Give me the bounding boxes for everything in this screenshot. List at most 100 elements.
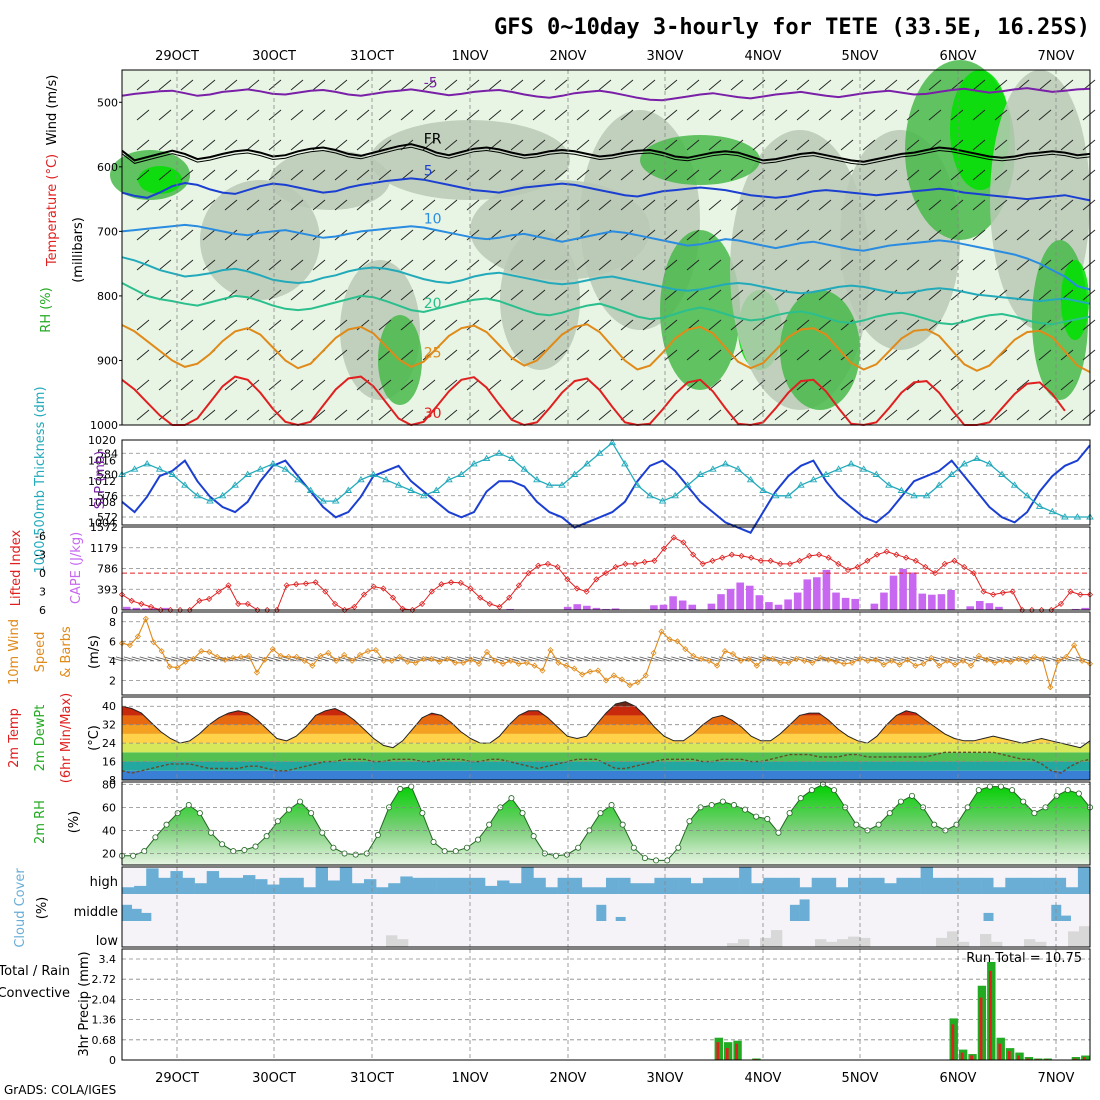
cape-bar bbox=[985, 603, 994, 610]
precip-rain-bar bbox=[1076, 1057, 1079, 1060]
ylabel-slp: SLP (mb) bbox=[93, 451, 108, 510]
wind-barb bbox=[796, 379, 810, 391]
li-point bbox=[351, 603, 358, 610]
wind-barb bbox=[268, 139, 282, 151]
wind-barb bbox=[664, 229, 678, 241]
wind-barb bbox=[950, 169, 964, 181]
cloud-label-high: high bbox=[90, 875, 118, 890]
wind-barb bbox=[1038, 319, 1052, 331]
ytick-rh-20: 20 bbox=[102, 847, 116, 860]
precip-rain-bar bbox=[756, 1058, 760, 1060]
wind-point bbox=[920, 660, 927, 667]
wind-point bbox=[840, 660, 848, 667]
precip-rain-bar bbox=[1010, 1049, 1013, 1060]
precip-rain-bar bbox=[991, 964, 995, 1060]
wind-point bbox=[285, 653, 292, 660]
rh-point bbox=[486, 821, 493, 828]
thickness-point bbox=[746, 475, 755, 483]
thickness-point bbox=[1023, 491, 1031, 499]
wind-barb bbox=[356, 199, 370, 211]
thickness-point bbox=[1048, 507, 1057, 515]
wind-barb bbox=[1016, 379, 1030, 391]
li-point bbox=[399, 605, 406, 612]
cloud-bar-high bbox=[666, 877, 679, 894]
li-point bbox=[796, 557, 803, 564]
wind-barb bbox=[136, 409, 150, 421]
li-point bbox=[999, 589, 1006, 596]
thickness-point bbox=[633, 481, 642, 488]
li-point bbox=[883, 548, 890, 555]
wind-barb bbox=[906, 109, 920, 121]
wind-barb bbox=[290, 229, 304, 241]
thickness-point bbox=[809, 475, 818, 483]
wind-barb bbox=[246, 169, 260, 181]
wind-barb bbox=[268, 199, 282, 211]
wind-barb bbox=[928, 349, 942, 361]
rh-point bbox=[263, 833, 270, 840]
rh-point bbox=[875, 821, 882, 828]
wind-barb bbox=[730, 79, 744, 91]
wind-barb bbox=[158, 319, 172, 331]
wind-barb bbox=[972, 409, 986, 421]
wind-point bbox=[983, 656, 990, 663]
precip-convective-bar bbox=[960, 1052, 966, 1060]
rh-region-8 bbox=[660, 230, 740, 390]
precip-convective-bar bbox=[716, 1042, 722, 1060]
li-point bbox=[670, 534, 677, 541]
cape-bar bbox=[937, 594, 946, 610]
rh-point bbox=[808, 787, 815, 794]
cloud-bar-low bbox=[859, 937, 871, 947]
rh-point bbox=[441, 848, 448, 855]
cloud-bar-high bbox=[884, 883, 897, 894]
wind-barb bbox=[356, 319, 370, 331]
isotherm-10 bbox=[121, 223, 1091, 291]
wind-barb bbox=[290, 289, 304, 301]
wind-point bbox=[1047, 684, 1054, 691]
wind-barb bbox=[488, 289, 502, 301]
rh-point bbox=[753, 813, 760, 820]
cloud-bar-low bbox=[1079, 926, 1091, 947]
li-point bbox=[322, 588, 329, 595]
rh-point bbox=[708, 802, 715, 809]
cloud-bar-middle bbox=[1060, 915, 1071, 921]
cloud-bar-high bbox=[472, 877, 486, 894]
rh-point bbox=[208, 829, 215, 836]
wind-barb bbox=[136, 169, 150, 181]
rh-point bbox=[430, 838, 437, 845]
cloud-bar-high bbox=[944, 877, 958, 894]
wind-barb bbox=[510, 109, 524, 121]
thickness-point bbox=[445, 475, 453, 483]
li-point bbox=[806, 552, 813, 559]
surface-wind-barb bbox=[568, 656, 583, 662]
bottom-date-2NOV: 2NOV bbox=[550, 1071, 587, 1086]
thickness-point bbox=[231, 481, 239, 488]
ytick-pressure-900: 900 bbox=[97, 354, 118, 367]
wind-barb bbox=[1016, 409, 1030, 421]
thickness-point bbox=[457, 470, 466, 477]
cloud-bar-high bbox=[170, 871, 183, 894]
bottom-date-1NOV: 1NOV bbox=[452, 1071, 489, 1086]
surface-wind-barb bbox=[226, 656, 242, 662]
wind-barb bbox=[686, 379, 700, 391]
cape-bar bbox=[975, 601, 984, 610]
cloud-bar-high bbox=[255, 879, 268, 894]
wind-point bbox=[793, 655, 800, 662]
frame-upper-air bbox=[121, 69, 1091, 426]
cloud-bar-low bbox=[826, 941, 838, 947]
li-point bbox=[283, 582, 290, 589]
ytick-pressure-800: 800 bbox=[97, 290, 118, 303]
precip-convective-bar bbox=[1007, 1051, 1013, 1060]
rh-point bbox=[1009, 787, 1016, 794]
wind-barb bbox=[312, 229, 326, 241]
wind-barb bbox=[642, 319, 656, 331]
cloud-bar-high bbox=[606, 877, 619, 894]
wind-barb bbox=[224, 139, 238, 151]
wind-barb bbox=[378, 109, 392, 121]
cape-bar bbox=[142, 608, 150, 610]
isotherm-label-30: 30 bbox=[424, 406, 442, 422]
precip-convective-bar bbox=[735, 1043, 740, 1060]
isotherm-label-10: 10 bbox=[424, 211, 442, 227]
precip-rain-bar bbox=[972, 1054, 976, 1060]
wind-point bbox=[872, 656, 879, 663]
wind-barb bbox=[752, 109, 766, 121]
